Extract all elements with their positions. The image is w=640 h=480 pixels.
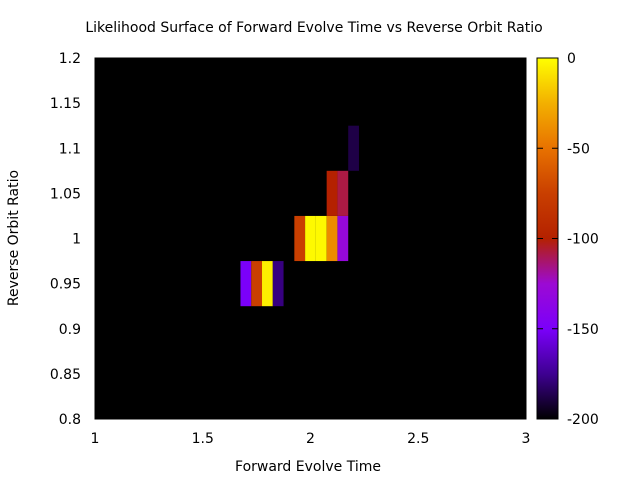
colorbar-tick-label: -150 [567, 322, 599, 338]
y-tick-label: 0.95 [50, 277, 81, 293]
heatmap-cells [240, 125, 359, 307]
chart-title: Likelihood Surface of Forward Evolve Tim… [85, 20, 542, 36]
heatmap-cell [272, 261, 284, 307]
heatmap-cell [305, 215, 316, 262]
plot-area [94, 57, 527, 420]
y-axis-ticks: 0.8 0.85 0.9 0.95 1 1.05 1.1 1.15 1.2 [50, 51, 526, 428]
heatmap-cell [294, 215, 306, 262]
heatmap-cell [337, 170, 349, 216]
colorbar-tick-label: -100 [567, 232, 599, 248]
heatmap-cell [337, 215, 349, 262]
heatmap-cell [251, 261, 263, 307]
y-axis-label: Reverse Orbit Ratio [6, 170, 22, 306]
x-tick-label: 1.5 [192, 431, 214, 447]
x-tick-label: 2 [306, 431, 315, 447]
x-axis-label: Forward Evolve Time [235, 459, 381, 475]
x-tick-label: 1 [91, 431, 100, 447]
y-tick-label: 1.15 [50, 96, 81, 112]
colorbar-tick-label: -200 [567, 412, 599, 428]
colorbar-tick-label: -50 [567, 141, 590, 157]
x-axis-ticks: 1 1.5 2 2.5 3 [91, 58, 531, 447]
heatmap-cell [240, 261, 252, 307]
heatmap-cell [326, 170, 338, 216]
y-tick-label: 1 [72, 232, 81, 248]
colorbar-tick-label: 0 [567, 51, 576, 67]
y-tick-label: 0.85 [50, 367, 81, 383]
y-tick-label: 1.05 [50, 186, 81, 202]
y-tick-label: 0.9 [59, 322, 81, 338]
colorbar: 0 -50 -100 -150 -200 [536, 51, 599, 428]
y-tick-label: 0.8 [59, 412, 81, 428]
colorbar-ticks: 0 -50 -100 -150 -200 [537, 51, 599, 428]
y-tick-label: 1.2 [59, 51, 81, 67]
x-tick-label: 3 [522, 431, 531, 447]
heatmap-cell [262, 261, 273, 307]
heatmap-cell [326, 215, 338, 262]
y-tick-label: 1.1 [59, 141, 81, 157]
heatmap-cell [348, 125, 359, 171]
heatmap-cell [315, 215, 327, 262]
x-tick-label: 2.5 [407, 431, 429, 447]
